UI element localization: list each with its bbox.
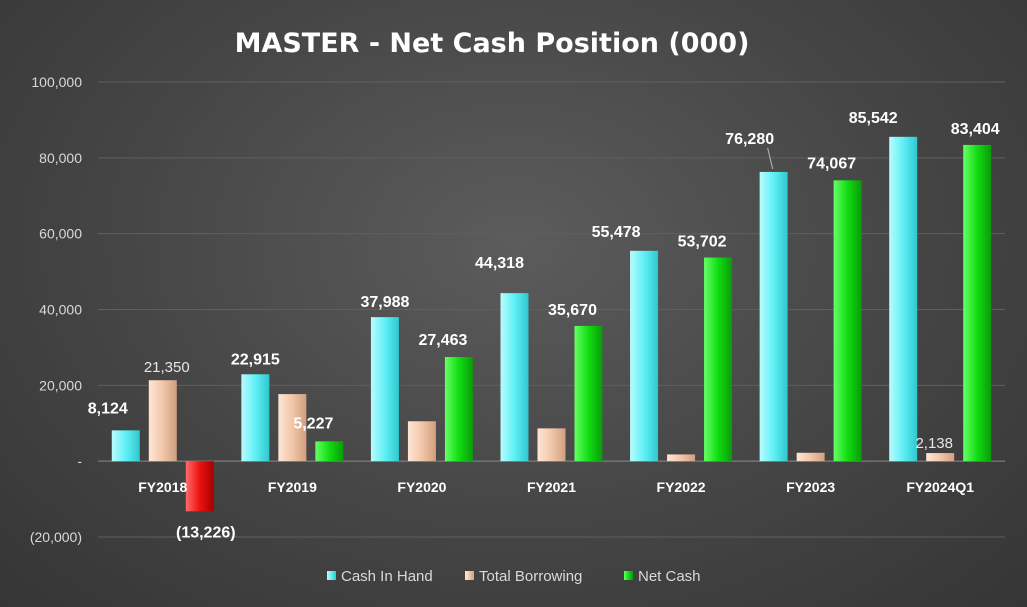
data-label-cash-in-hand-fy2022: 55,478 [592, 224, 641, 241]
bar-total-borrowing-fy2022 [667, 454, 696, 462]
y-tick-label: 60,000 [39, 226, 82, 242]
data-label-cash-in-hand-fy2021: 44,318 [475, 255, 524, 272]
data-labels: 8,124 22,915 37,988 44,318 55,478 76,280 85,54… [88, 110, 1000, 541]
legend: Cash In Hand Total Borrowing Net Cash [327, 568, 701, 585]
bar-total-borrowing-fy2019 [278, 394, 307, 462]
bar-net-cash-fy2020 [444, 357, 473, 462]
legend-label-net-cash: Net Cash [638, 568, 701, 585]
data-label-cash-in-hand-fy2018: 8,124 [88, 400, 128, 417]
y-tick-label: 20,000 [39, 377, 82, 393]
data-label-cash-in-hand-fy2020: 37,988 [360, 294, 409, 311]
data-label-net-cash-fy2024q1: 83,404 [951, 121, 1000, 138]
data-label-total-borrowing-fy2024q1: 2,138 [915, 435, 953, 452]
y-tick-label: - [77, 453, 82, 469]
y-tick-label: 100,000 [31, 74, 82, 90]
y-tick-label: (20,000) [30, 529, 82, 545]
bar-cash-in-hand-fy2024q1 [889, 136, 918, 462]
bar-total-borrowing-fy2023 [796, 452, 825, 462]
bar-cash-in-hand-fy2023 [759, 171, 788, 462]
legend-label-total-borrowing: Total Borrowing [479, 568, 582, 585]
data-label-net-cash-fy2018: (13,226) [176, 524, 236, 541]
data-label-net-cash-fy2023: 74,067 [807, 155, 856, 172]
data-label-net-cash-fy2019: 5,227 [293, 415, 333, 432]
bars [111, 136, 992, 512]
data-label-cash-in-hand-fy2019: 22,915 [231, 351, 280, 368]
bar-cash-in-hand-fy2019 [241, 374, 270, 462]
data-label-net-cash-fy2022: 53,702 [678, 234, 727, 251]
bar-net-cash-fy2018 [185, 461, 214, 512]
y-axis-ticks: (20,000) - 20,000 40,000 60,000 80,000 100,000 [30, 74, 82, 545]
data-label-cash-in-hand-fy2024q1: 85,542 [849, 110, 898, 127]
bar-cash-in-hand-fy2020 [370, 317, 399, 462]
bar-total-borrowing-fy2024q1 [926, 453, 955, 462]
y-tick-label: 40,000 [39, 302, 82, 318]
x-tick-label: FY2021 [527, 479, 576, 495]
legend-swatch-total-borrowing [465, 571, 474, 580]
x-tick-label: FY2024Q1 [906, 479, 974, 495]
x-axis-ticks: FY2018 FY2019 FY2020 FY2021 FY2022 FY2023 FY20… [138, 479, 974, 495]
x-tick-label: FY2023 [786, 479, 835, 495]
bar-net-cash-fy2023 [833, 180, 862, 462]
data-label-net-cash-fy2021: 35,670 [548, 302, 597, 319]
legend-swatch-cash-in-hand [327, 571, 336, 580]
legend-label-cash-in-hand: Cash In Hand [341, 568, 433, 585]
x-tick-label: FY2018 [138, 479, 187, 495]
data-label-net-cash-fy2020: 27,463 [418, 332, 467, 349]
y-tick-label: 80,000 [39, 150, 82, 166]
data-label-cash-in-hand-fy2023: 76,280 [725, 131, 774, 148]
x-tick-label: FY2020 [397, 479, 446, 495]
bar-total-borrowing-fy2018 [148, 380, 177, 462]
chart-title: MASTER - Net Cash Position (000) [235, 28, 750, 59]
bar-net-cash-fy2022 [704, 257, 733, 462]
bar-cash-in-hand-fy2022 [630, 250, 659, 462]
legend-swatch-net-cash [624, 571, 633, 580]
bar-cash-in-hand-fy2021 [500, 293, 529, 462]
bar-total-borrowing-fy2020 [407, 421, 436, 462]
bar-cash-in-hand-fy2018 [111, 430, 140, 462]
leader-line [767, 147, 774, 170]
bar-total-borrowing-fy2021 [537, 428, 566, 462]
data-label-total-borrowing-fy2018: 21,350 [144, 359, 190, 376]
x-tick-label: FY2022 [657, 479, 706, 495]
bar-net-cash-fy2021 [574, 325, 603, 462]
bar-net-cash-fy2019 [315, 441, 344, 462]
x-tick-label: FY2019 [268, 479, 317, 495]
bar-net-cash-fy2024q1 [963, 144, 992, 462]
